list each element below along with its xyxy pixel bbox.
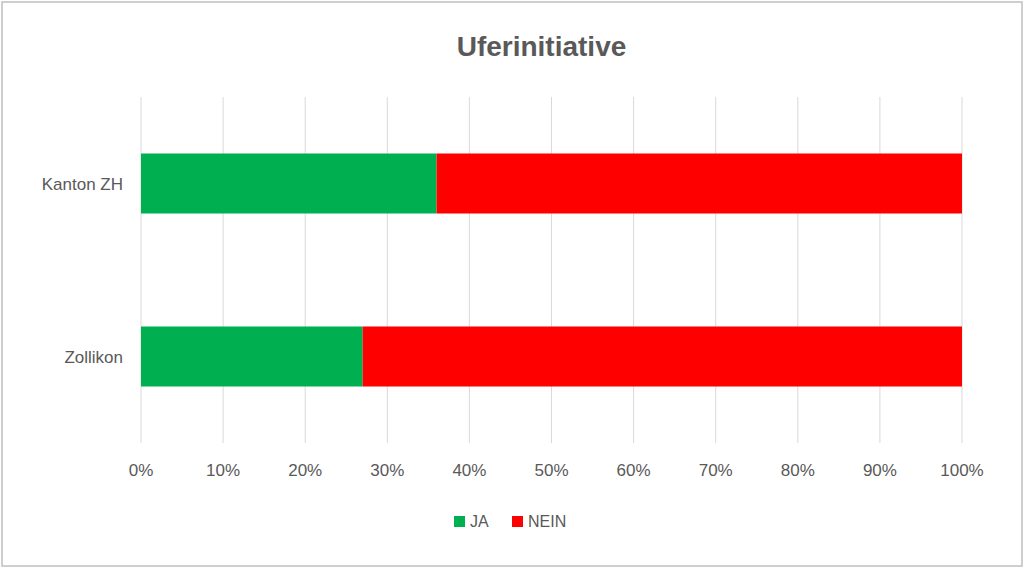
- chart: Uferinitiative 0% 10% 20% 30% 40% 50% 60% 70% 80%…: [0, 0, 1024, 568]
- grid-line: [141, 97, 142, 443]
- tick-label: 30%: [370, 461, 404, 480]
- grid-line: [551, 97, 552, 443]
- tick-label: 80%: [781, 461, 815, 480]
- grid-line: [223, 97, 224, 443]
- tick-label: 70%: [699, 461, 733, 480]
- legend: JA NEIN: [454, 513, 566, 530]
- tick-label: 50%: [534, 461, 568, 480]
- frame: [2, 2, 1022, 566]
- tick-label: 100%: [940, 461, 983, 480]
- tick-label: 20%: [288, 461, 322, 480]
- legend-swatch: [512, 516, 523, 527]
- grid-line: [879, 97, 880, 443]
- tick-label: 10%: [206, 461, 240, 480]
- legend-label: NEIN: [528, 513, 566, 530]
- bars: [141, 154, 962, 387]
- grid-line: [469, 97, 470, 443]
- tick-label: 0%: [129, 461, 154, 480]
- bar: [363, 327, 962, 387]
- tick-label: 60%: [617, 461, 651, 480]
- legend-swatch: [454, 516, 465, 527]
- bar: [141, 327, 363, 387]
- grid-line: [633, 97, 634, 443]
- category-label: Kanton ZH: [42, 175, 123, 194]
- category-label: Zollikon: [64, 348, 123, 367]
- grid-line: [715, 97, 716, 443]
- bar: [141, 154, 437, 214]
- tick-label: 90%: [863, 461, 897, 480]
- grid-line: [305, 97, 306, 443]
- tick-label: 40%: [452, 461, 486, 480]
- grid-line: [797, 97, 798, 443]
- grid-line: [387, 97, 388, 443]
- legend-label: JA: [470, 513, 489, 530]
- title: Uferinitiative: [457, 31, 627, 62]
- bar: [437, 154, 962, 214]
- grid-line: [962, 97, 963, 443]
